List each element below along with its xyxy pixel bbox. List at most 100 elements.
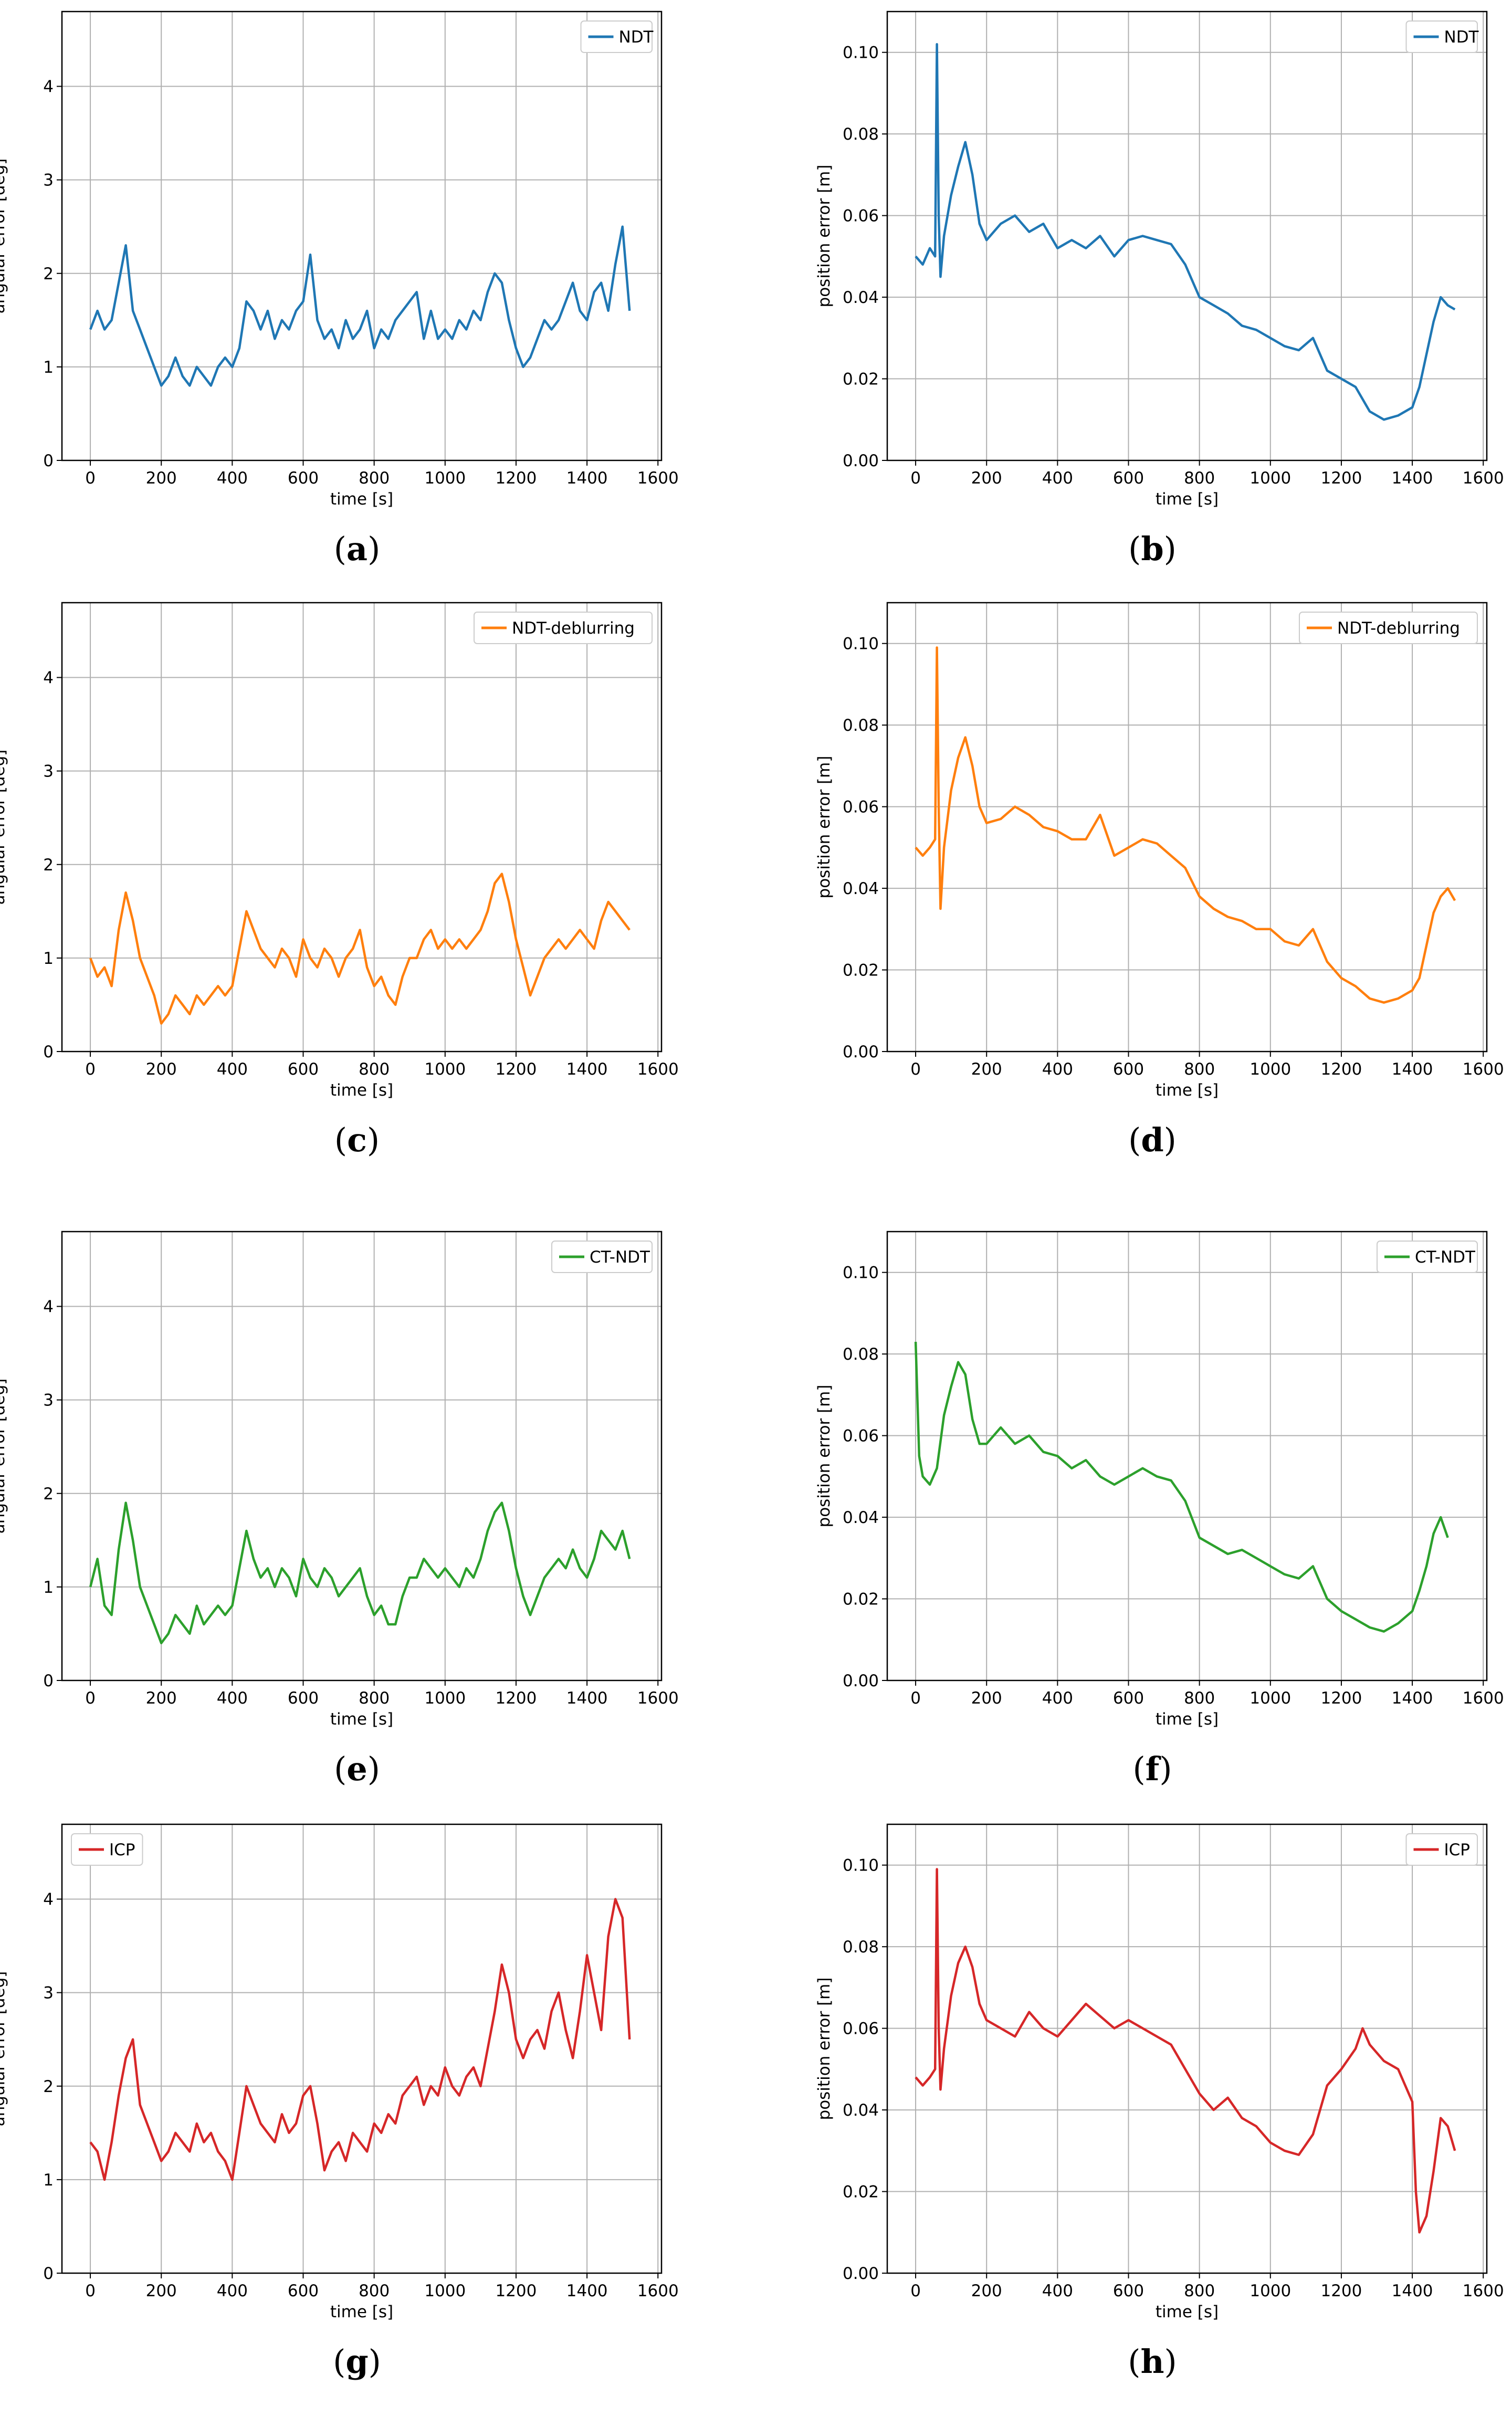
plot-frame xyxy=(886,1231,1488,1682)
y-tick-label: 2 xyxy=(43,2077,54,2096)
x-tick-label: 400 xyxy=(1042,1689,1073,1708)
x-axis-label: time [s] xyxy=(1156,490,1219,509)
y-tick-label: 0.10 xyxy=(843,1264,879,1283)
x-axis-label: time [s] xyxy=(330,1081,393,1100)
y-tick-label: 3 xyxy=(43,762,54,781)
x-tick-label: 1600 xyxy=(637,469,679,488)
x-tick-label: 1000 xyxy=(1250,1060,1291,1079)
x-tick-label: 1400 xyxy=(566,1060,608,1079)
plot-frame xyxy=(886,1823,1488,2274)
y-tick-label: 2 xyxy=(43,265,54,283)
y-tick-label: 1 xyxy=(43,2171,54,2190)
x-tick-label: 800 xyxy=(1184,1689,1215,1708)
x-axis-label: time [s] xyxy=(330,1710,393,1729)
x-tick-label: 200 xyxy=(971,1060,1002,1079)
x-tick-label: 1200 xyxy=(495,1689,537,1708)
x-tick-label: 1000 xyxy=(1250,469,1291,488)
y-axis-label: position error [m] xyxy=(815,1385,834,1528)
y-tick-label: 1 xyxy=(43,1578,54,1597)
series-line-ndt xyxy=(89,225,631,387)
legend-box xyxy=(580,20,653,53)
y-tick-label: 0.00 xyxy=(843,1672,879,1690)
x-tick-label: 1200 xyxy=(1320,469,1362,488)
series-line-ct-ndt xyxy=(914,1341,1449,1633)
y-tick-label: 0.04 xyxy=(843,2101,879,2120)
panel-f: 0 200 400 600 800 1000 1200 1400 1600 0.00 0.02 0.0… xyxy=(815,1231,1504,1788)
x-tick-label: 600 xyxy=(288,1689,319,1708)
x-tick-label: 800 xyxy=(359,1689,390,1708)
x-tick-label: 1400 xyxy=(1392,1689,1433,1708)
x-tick-label: 600 xyxy=(1113,1689,1144,1708)
panel-caption: (b) xyxy=(1128,530,1177,568)
y-tick-label: 0.00 xyxy=(843,451,879,470)
x-tick-label: 200 xyxy=(146,1060,177,1079)
y-tick-label: 3 xyxy=(43,171,54,190)
x-tick-label: 800 xyxy=(1184,2282,1215,2300)
y-tick-label: 1 xyxy=(43,949,54,968)
x-tick-label: 600 xyxy=(288,1060,319,1079)
x-tick-label: 1600 xyxy=(1463,1060,1504,1079)
x-tick-label: 1400 xyxy=(1392,469,1433,488)
x-tick-label: 800 xyxy=(359,469,390,488)
y-tick-label: 2 xyxy=(43,1485,54,1504)
plot-frame xyxy=(886,10,1488,461)
y-tick-label: 0.08 xyxy=(843,125,879,144)
y-axis-label: angular error [deg] xyxy=(0,1379,8,1534)
legend-label: CT-NDT xyxy=(590,1248,650,1267)
x-axis-label: time [s] xyxy=(1156,1081,1219,1100)
x-tick-label: 1000 xyxy=(424,469,466,488)
x-tick-label: 1000 xyxy=(1250,1689,1291,1708)
y-tick-label: 0.06 xyxy=(843,1427,879,1446)
y-tick-label: 0.04 xyxy=(843,879,879,898)
y-tick-label: 0.02 xyxy=(843,2183,879,2202)
legend-label: CT-NDT xyxy=(1415,1248,1476,1267)
panel-caption: (e) xyxy=(334,1750,380,1788)
y-tick-label: 0 xyxy=(43,2264,54,2283)
x-tick-label: 1000 xyxy=(424,2282,466,2300)
x-tick-label: 200 xyxy=(146,2282,177,2300)
legend-label: NDT-deblurring xyxy=(512,619,635,638)
x-tick-label: 1000 xyxy=(424,1060,466,1079)
panel-a: 0 200 400 600 800 1000 1200 1400 1600 0 1 2 3 4 time [… xyxy=(0,10,679,568)
legend-label: NDT xyxy=(619,28,654,47)
y-tick-label: 2 xyxy=(43,856,54,875)
x-tick-label: 600 xyxy=(1113,1060,1144,1079)
x-axis-label: time [s] xyxy=(1156,2303,1219,2321)
y-tick-label: 0.08 xyxy=(843,1938,879,1957)
x-tick-label: 1400 xyxy=(566,2282,608,2300)
plot-frame xyxy=(61,1231,663,1682)
x-tick-label: 400 xyxy=(217,1689,248,1708)
y-tick-label: 0.06 xyxy=(843,2020,879,2038)
y-tick-label: 0.10 xyxy=(843,635,879,654)
x-tick-label: 1200 xyxy=(495,1060,537,1079)
y-tick-label: 3 xyxy=(43,1984,54,2003)
legend-box xyxy=(1377,1241,1478,1273)
x-tick-label: 0 xyxy=(910,1689,921,1708)
x-tick-label: 0 xyxy=(910,2282,921,2300)
x-tick-label: 400 xyxy=(217,1060,248,1079)
x-axis-label: time [s] xyxy=(330,490,393,509)
series-line-icp xyxy=(915,1868,1456,2234)
panel-caption: (g) xyxy=(333,2342,381,2381)
x-tick-label: 0 xyxy=(85,2282,96,2300)
y-tick-label: 0 xyxy=(43,451,54,470)
x-tick-label: 1200 xyxy=(1320,1689,1362,1708)
panel-caption: (f) xyxy=(1132,1750,1172,1788)
x-tick-label: 800 xyxy=(359,1060,390,1079)
x-tick-label: 600 xyxy=(288,2282,319,2300)
legend-label: NDT-deblurring xyxy=(1337,619,1460,638)
x-tick-label: 400 xyxy=(217,2282,248,2300)
x-tick-label: 600 xyxy=(288,469,319,488)
panel-c: 0 200 400 600 800 1000 1200 1400 1600 0 1 2 3 4 time [… xyxy=(0,602,679,1159)
y-axis-label: angular error [deg] xyxy=(0,159,8,314)
legend-box xyxy=(1405,20,1478,53)
x-tick-label: 200 xyxy=(146,1689,177,1708)
panel-caption: (c) xyxy=(334,1121,380,1159)
y-tick-label: 4 xyxy=(43,78,54,97)
series-line-ndt-deblurring xyxy=(915,646,1456,1004)
x-tick-label: 800 xyxy=(359,2282,390,2300)
x-tick-label: 1600 xyxy=(637,1689,679,1708)
x-tick-label: 1600 xyxy=(1463,2282,1504,2300)
x-tick-label: 400 xyxy=(1042,1060,1073,1079)
